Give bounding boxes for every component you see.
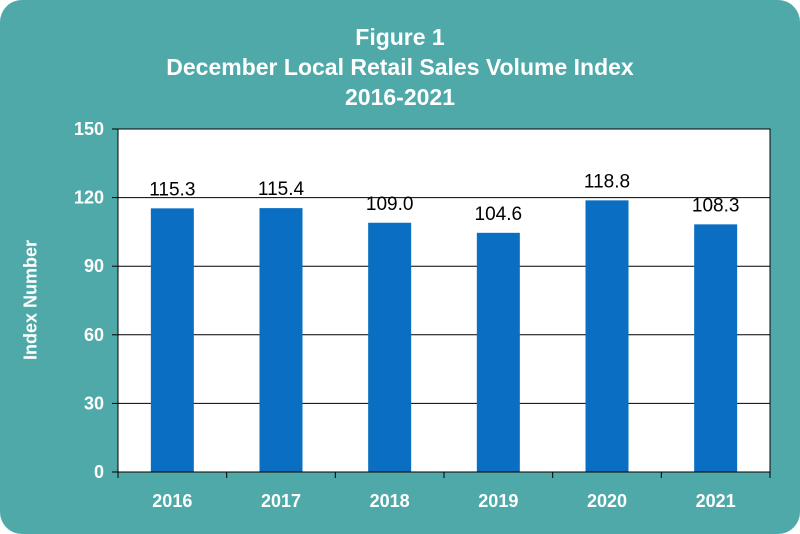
chart-title: Figure 1 December Local Retail Sales Vol… [0,22,800,112]
data-label-2018: 109.0 [366,194,414,215]
bar-2017 [259,208,303,473]
data-label-2017: 115.4 [258,179,305,200]
data-label-2020: 118.8 [584,171,630,192]
bar-2016 [150,208,194,472]
y-tick-label: 150 [74,119,104,139]
chart-title-line-2: December Local Retail Sales Volume Index [166,54,634,80]
x-tick-label-2018: 2018 [370,491,410,511]
chart-title-line-1: Figure 1 [355,24,445,50]
bar-2019 [476,232,520,472]
y-tick-label: 90 [84,256,104,276]
data-label-2016: 115.3 [149,179,195,200]
x-tick-label-2019: 2019 [478,491,518,511]
data-labels: 115.3 115.4 109.0 104.6 118.8 108.3 [149,171,739,224]
data-label-2019: 104.6 [475,204,523,225]
x-tick-label-2021: 2021 [696,491,736,511]
chart-title-line-3: 2016-2021 [345,84,455,110]
bar-2021 [694,224,738,472]
x-tick-label-2016: 2016 [152,491,192,511]
plot-area [118,129,770,472]
axes: 0 30 60 90 120 150 2016 2017 2018 2019 2020 2021 [74,119,771,511]
bar-2018 [368,222,412,472]
x-tick-label-2017: 2017 [261,491,301,511]
y-tick-label: 30 [84,393,104,413]
y-tick-label: 120 [74,188,104,208]
data-label-2021: 108.3 [692,195,740,216]
y-tick-label: 60 [84,325,104,345]
bars [150,200,738,473]
x-tick-label-2020: 2020 [587,491,627,511]
bar-2020 [585,200,629,472]
y-tick-label: 0 [94,462,104,482]
